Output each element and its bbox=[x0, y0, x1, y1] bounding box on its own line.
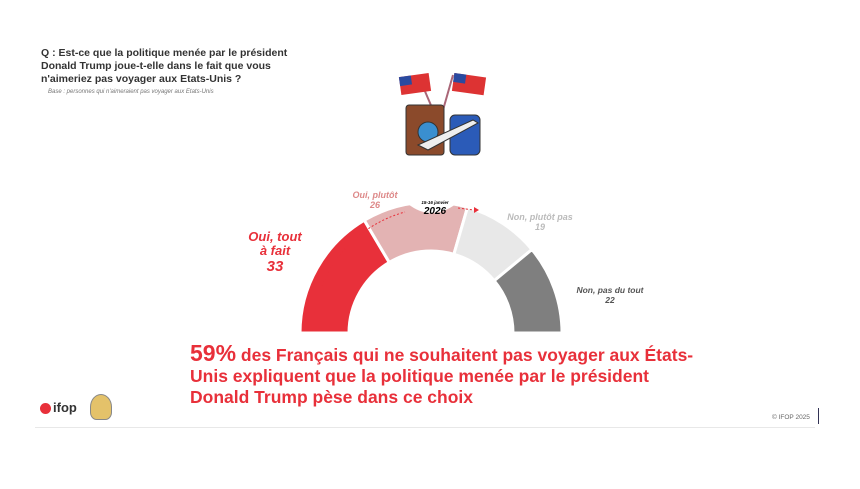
question-text: Q : Est-ce que la politique menée par le… bbox=[41, 47, 288, 85]
divider bbox=[818, 408, 819, 424]
trend-arrow bbox=[312, 211, 406, 331]
trend-arrow-head bbox=[457, 207, 475, 211]
base-text: Base : personnes qui n'aimeraient pas vo… bbox=[48, 89, 214, 95]
label-non-pas-du-tout: Non, pas du tout 22 bbox=[576, 285, 644, 305]
statue-badge-icon bbox=[90, 394, 112, 420]
date-year: 2026 bbox=[423, 206, 447, 217]
gauge-segment-4 bbox=[492, 247, 564, 335]
ifop-logo: ifop bbox=[40, 400, 77, 415]
airplane-icon bbox=[416, 119, 480, 151]
headline: 59% des Français qui ne souhaitent pas v… bbox=[190, 340, 694, 408]
label-oui-plutot: Oui, plutôt 26 bbox=[352, 190, 398, 210]
footer-line bbox=[35, 427, 815, 428]
us-flag-icon bbox=[398, 72, 434, 111]
trend-arrow-head bbox=[474, 207, 479, 213]
copyright: © IFOP 2025 bbox=[772, 414, 810, 421]
travel-illustration bbox=[398, 72, 487, 156]
date-small: 15-16 janvier bbox=[421, 200, 449, 205]
label-non-plutot-pas: Non, plutôt pas 19 bbox=[507, 212, 573, 232]
date-notch bbox=[408, 200, 456, 213]
label-oui-tout-a-fait: Oui, tout à fait 33 bbox=[248, 229, 302, 276]
us-flag-icon bbox=[442, 72, 487, 111]
